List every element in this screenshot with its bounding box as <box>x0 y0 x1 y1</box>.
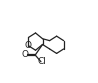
Text: O: O <box>21 50 29 59</box>
Text: O: O <box>25 41 32 50</box>
Text: Cl: Cl <box>37 57 46 66</box>
